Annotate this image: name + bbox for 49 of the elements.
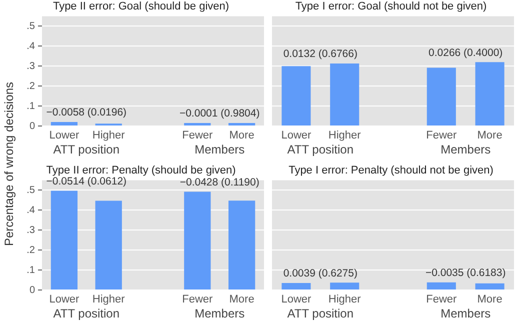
annotation: −0.0035 (0.6183) [425,267,506,280]
text: ATT position [287,306,354,320]
x-tick-label: Lower [281,294,312,306]
x-tick-label: Fewer [426,130,458,142]
y-tick-label: .5 [26,184,36,196]
x-tick-label: More [229,130,254,142]
annotation: −0.0428 (0.1190) [180,176,260,188]
y-tick-label: .1 [26,100,36,112]
x-tick-label: Lower [49,130,80,142]
annotation: 0.0132 (0.6766) [283,48,358,60]
x-tick-label: More [229,294,254,306]
x-tick-label: More [477,294,502,306]
y-tick-label: .5 [26,20,36,32]
y-tick-label: .4 [26,204,36,216]
x-tick-label: Higher [92,294,126,306]
x-tick-label: Lower [281,130,312,142]
text: ATT position [53,142,120,156]
y-tick-label: .3 [26,224,36,236]
x-tick-label: Higher [328,294,362,306]
text: Members [440,142,491,156]
y-tick-label: 0 [29,120,36,132]
annotation: 0.0266 (0.4000) [428,46,503,59]
annotation: −0.0514 (0.0612) [46,175,127,188]
x-tick-label: Fewer [426,294,458,306]
chart-title: Type II error: Penalty (should be given) [46,164,236,177]
annotation: −0.0001 (0.9804) [179,108,260,120]
y-tick-label: .2 [26,80,36,92]
y-tick-label: .2 [26,244,36,256]
x-tick-label: Lower [49,294,80,306]
y-tick-label: .1 [26,264,36,276]
annotation: −0.0058 (0.0196) [46,106,127,119]
chart-title: Type I error: Penalty (should not be given) [288,164,494,177]
y-axis-title: Percentage of wrong decisions [2,82,16,246]
x-tick-label: Higher [328,130,362,142]
x-tick-label: More [477,130,502,142]
x-tick-label: Fewer [182,294,214,306]
text: Members [194,142,245,156]
x-tick-label: Fewer [182,130,214,142]
y-tick-label: .4 [26,40,36,52]
text: ATT position [287,142,354,156]
chart-title: Type I error: Goal (should not be given) [295,0,487,13]
text: Members [440,306,491,320]
y-tick-label: .3 [26,60,36,72]
text: Members [194,306,245,320]
chart-title: Type II error: Goal (should be given) [52,0,230,13]
x-tick-label: Higher [92,130,126,142]
annotation: 0.0039 (0.6275) [283,267,358,280]
y-tick-label: 0 [29,284,36,296]
text: ATT position [53,306,120,320]
